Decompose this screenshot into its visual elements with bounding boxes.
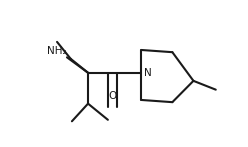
Text: NH₂: NH₂ xyxy=(47,46,67,56)
Text: N: N xyxy=(144,68,152,78)
Text: O: O xyxy=(109,91,117,101)
